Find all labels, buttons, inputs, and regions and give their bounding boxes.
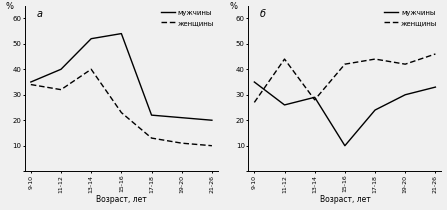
мужчины	[119, 32, 124, 35]
Y-axis label: %: %	[229, 2, 237, 11]
женщины	[119, 111, 124, 114]
мужчины	[372, 109, 378, 111]
Line: мужчины: мужчины	[254, 82, 435, 146]
мужчины	[28, 81, 34, 83]
мужчины	[209, 119, 215, 122]
Legend: мужчины, женщины: мужчины, женщины	[160, 9, 215, 27]
X-axis label: Возраст, лет: Возраст, лет	[320, 196, 370, 205]
женщины	[433, 53, 438, 55]
Line: женщины: женщины	[254, 54, 435, 102]
Text: а: а	[36, 9, 42, 19]
мужчины	[312, 96, 317, 98]
мужчины	[342, 144, 348, 147]
женщины	[342, 63, 348, 66]
мужчины	[89, 37, 94, 40]
мужчины	[59, 68, 64, 71]
женщины	[372, 58, 378, 60]
женщины	[28, 83, 34, 86]
мужчины	[179, 116, 185, 119]
женщины	[149, 137, 154, 139]
мужчины	[282, 104, 287, 106]
Line: мужчины: мужчины	[31, 34, 212, 120]
Legend: мужчины, женщины: мужчины, женщины	[384, 9, 438, 27]
женщины	[403, 63, 408, 66]
мужчины	[149, 114, 154, 116]
женщины	[59, 88, 64, 91]
женщины	[252, 101, 257, 104]
женщины	[89, 68, 94, 71]
женщины	[312, 98, 317, 101]
женщины	[179, 142, 185, 144]
мужчины	[433, 86, 438, 88]
Text: б: б	[260, 9, 266, 19]
женщины	[209, 144, 215, 147]
мужчины	[403, 93, 408, 96]
женщины	[282, 58, 287, 60]
Line: женщины: женщины	[31, 69, 212, 146]
мужчины	[252, 81, 257, 83]
X-axis label: Возраст, лет: Возраст, лет	[96, 196, 147, 205]
Y-axis label: %: %	[5, 2, 13, 11]
